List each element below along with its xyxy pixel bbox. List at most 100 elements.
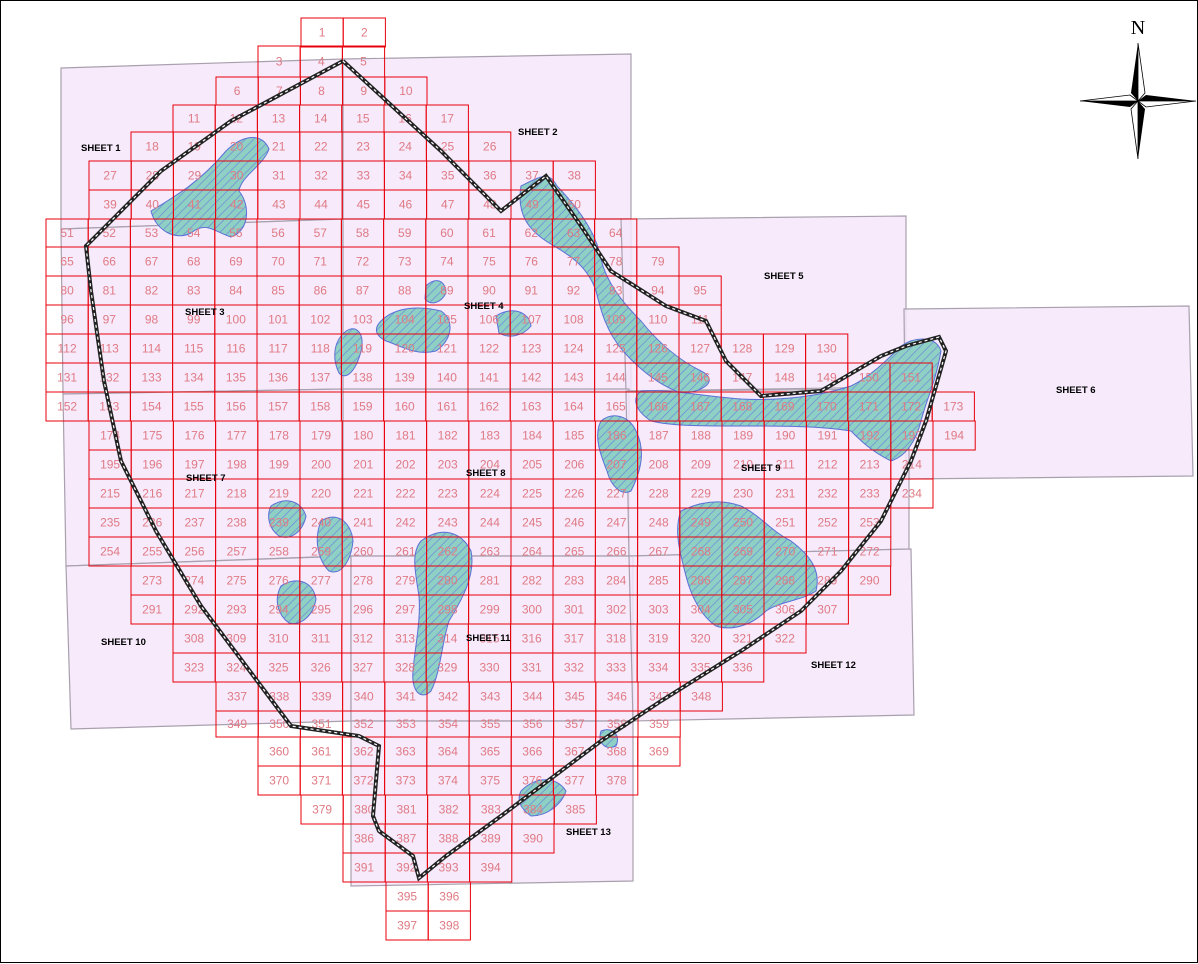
grid-cell-number: 102 [310, 313, 330, 327]
grid-cell-number: 317 [564, 632, 584, 646]
grid-cell-number: 125 [606, 342, 626, 356]
grid-cell-number: 372 [353, 774, 373, 788]
grid-cell-number: 188 [691, 429, 711, 443]
grid-cell-number: 275 [226, 574, 246, 588]
grid-cell-number: 63 [567, 226, 581, 240]
grid-cell-number: 91 [525, 284, 539, 298]
grid-cell-number: 285 [648, 574, 668, 588]
grid-cell-number: 95 [693, 284, 707, 298]
grid-cell-number: 379 [312, 803, 332, 817]
grid-cell-number: 50 [568, 198, 582, 212]
study-boundary-layer [83, 59, 949, 882]
grid-cell-number: 1 [319, 26, 326, 40]
grid-cell-number: 28 [146, 169, 160, 183]
grid-cell-number: 169 [774, 400, 794, 414]
grid-cell-number: 58 [356, 226, 370, 240]
grid-cell-number: 338 [269, 690, 289, 704]
grid-cell-number: 355 [480, 717, 500, 731]
grid-cell-number: 175 [142, 429, 162, 443]
grid-cell [511, 823, 555, 854]
grid-cell-number: 315 [479, 632, 499, 646]
grid-cell-number: 83 [187, 284, 201, 298]
grid-cell-number: 270 [775, 545, 795, 559]
grid-cell-number: 310 [268, 632, 288, 646]
grid-cell-number: 376 [522, 774, 542, 788]
grid-cell-number: 183 [480, 429, 500, 443]
grid-cell-number: 9 [360, 84, 367, 98]
grid-cell-number: 294 [269, 603, 289, 617]
grid-cell-number: 304 [691, 603, 711, 617]
grid-cell-number: 55 [229, 226, 243, 240]
grid-cell-number: 360 [269, 745, 289, 759]
grid-cell-number: 103 [352, 313, 372, 327]
sheet-label-sheet-1: SHEET 1 [81, 143, 121, 154]
grid-cell-number: 296 [353, 603, 373, 617]
grid-cell-number: 185 [564, 429, 584, 443]
grid-cell-number: 221 [353, 487, 373, 501]
grid-cell-number: 181 [395, 429, 415, 443]
grid-cell-number: 123 [521, 342, 541, 356]
grid-cell-number: 302 [606, 603, 626, 617]
sheet-label-sheet-3: SHEET 3 [185, 307, 225, 318]
grid-cell-number: 139 [395, 371, 415, 385]
grid-cell-number: 368 [607, 745, 627, 759]
grid-cell-number: 59 [398, 226, 412, 240]
grid-cell-number: 261 [395, 545, 415, 559]
grid-cell [890, 478, 934, 509]
grid-cell-number: 220 [311, 487, 331, 501]
grid-cell-number: 52 [103, 226, 117, 240]
grid-cell-number: 288 [775, 574, 795, 588]
grid-cell-number: 38 [568, 169, 582, 183]
grid-cell-number: 65 [60, 255, 74, 269]
grid-cell [805, 594, 849, 625]
grid-cell-number: 78 [609, 255, 623, 269]
grid-cell-number: 88 [398, 284, 412, 298]
grid-cell-number: 278 [353, 574, 373, 588]
grid-cell-number: 186 [606, 429, 626, 443]
grid-cell-number: 307 [817, 603, 837, 617]
wetland-area [276, 580, 317, 625]
grid-cell-number: 156 [226, 400, 246, 414]
grid-cell-number: 100 [226, 313, 246, 327]
grid-cell-number: 128 [732, 342, 752, 356]
sheet-label-sheet-7: SHEET 7 [186, 473, 226, 484]
grid-cell-number: 44 [314, 198, 328, 212]
grid-cell-number: 283 [564, 574, 584, 588]
grid-cell-number: 232 [817, 487, 837, 501]
grid-cell-number: 206 [564, 458, 584, 472]
grid-cell-number: 311 [311, 632, 330, 646]
grid-cell-number: 305 [733, 603, 753, 617]
sheet-label-sheet-4: SHEET 4 [464, 301, 504, 312]
grid-cell-number: 254 [100, 545, 120, 559]
grid-cell-number: 318 [606, 632, 626, 646]
grid-cell-number: 277 [311, 574, 331, 588]
grid-cell-number: 293 [226, 603, 246, 617]
sheet-label-sheet-9: SHEET 9 [741, 463, 781, 474]
grid-cell [342, 17, 386, 48]
grid-cell-number: 195 [100, 458, 120, 472]
grid-cell-number: 377 [564, 774, 584, 788]
grid-cell-number: 370 [269, 774, 289, 788]
grid-cell-number: 369 [649, 745, 669, 759]
grid-cell-number: 26 [483, 140, 497, 154]
wetland-area [268, 500, 307, 538]
grid-cell-number: 69 [229, 255, 243, 269]
wetland-area [635, 338, 942, 462]
grid-cell-number: 216 [142, 487, 162, 501]
wetland-area [375, 307, 451, 353]
grid-cell-number: 217 [184, 487, 204, 501]
grid-cell-number: 39 [103, 198, 117, 212]
grid-cell-number: 162 [479, 400, 499, 414]
grid-cell-number: 300 [522, 603, 542, 617]
grid-cell-number: 194 [944, 429, 964, 443]
grid-cell-number: 390 [523, 832, 543, 846]
grid-cell-number: 392 [396, 861, 416, 875]
grid-cell-number: 384 [523, 803, 543, 817]
grid-cell-number: 393 [438, 861, 458, 875]
sheet-label-sheet-13: SHEET 13 [566, 827, 611, 838]
grid-cell-number: 24 [399, 140, 413, 154]
grid-cell-number: 173 [943, 400, 963, 414]
grid-cell-number: 87 [356, 284, 370, 298]
grid-cell-number: 374 [438, 774, 458, 788]
grid-cell-number: 192 [860, 429, 880, 443]
